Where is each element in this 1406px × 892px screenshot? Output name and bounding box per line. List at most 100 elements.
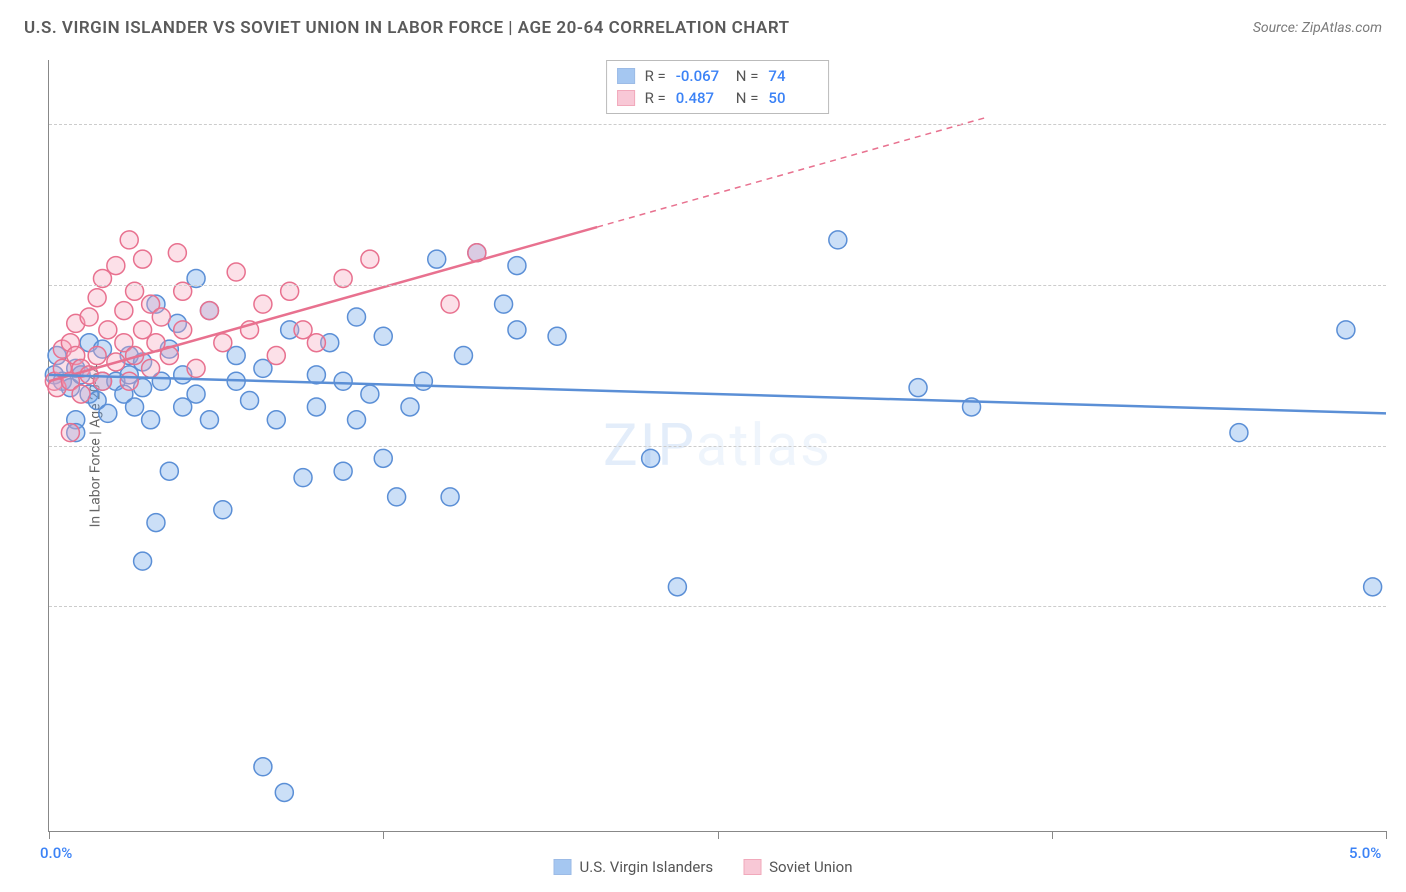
x-tick — [1386, 831, 1387, 839]
series-name-1: U.S. Virgin Islanders — [580, 858, 714, 876]
data-point — [508, 257, 526, 275]
data-point — [1230, 424, 1248, 442]
data-point — [134, 250, 152, 268]
legend-row-series-1: R = -0.067 N = 74 — [617, 65, 819, 87]
data-point — [642, 449, 660, 467]
data-point — [374, 327, 392, 345]
y-tick-label: 100.0% — [1394, 115, 1406, 133]
r-label: R = — [645, 67, 666, 85]
data-point — [187, 359, 205, 377]
data-point — [334, 462, 352, 480]
legend-item-2: Soviet Union — [743, 858, 852, 876]
data-point — [348, 411, 366, 429]
series-legend: U.S. Virgin Islanders Soviet Union — [554, 858, 853, 876]
data-point — [142, 359, 160, 377]
x-tick — [383, 831, 384, 839]
y-tick-label: 75.0% — [1394, 437, 1406, 455]
r-value-2: 0.487 — [676, 89, 726, 107]
series-name-2: Soviet Union — [769, 858, 852, 876]
y-tick-label: 87.5% — [1394, 276, 1406, 294]
data-point — [668, 578, 686, 596]
y-tick-label: 62.5% — [1394, 597, 1406, 615]
data-point — [174, 321, 192, 339]
x-tick — [1052, 831, 1053, 839]
data-point — [508, 321, 526, 339]
gridline — [49, 285, 1386, 286]
data-point — [275, 783, 293, 801]
chart-plot-area: ZIPatlas R = -0.067 N = 74 R = 0.487 N =… — [48, 60, 1386, 832]
data-point — [829, 231, 847, 249]
data-point — [72, 385, 90, 403]
gridline — [49, 446, 1386, 447]
data-point — [80, 308, 98, 326]
r-label-2: R = — [645, 89, 666, 107]
data-point — [267, 347, 285, 365]
data-point — [99, 404, 117, 422]
data-point — [454, 347, 472, 365]
data-point — [99, 321, 117, 339]
x-tick — [718, 831, 719, 839]
data-point — [909, 379, 927, 397]
data-point — [214, 501, 232, 519]
correlation-legend: R = -0.067 N = 74 R = 0.487 N = 50 — [606, 60, 830, 114]
data-point — [160, 462, 178, 480]
data-point — [495, 295, 513, 313]
gridline — [49, 606, 1386, 607]
data-point — [147, 514, 165, 532]
data-point — [548, 327, 566, 345]
x-tick — [49, 831, 50, 839]
n-label-2: N = — [736, 89, 759, 107]
data-point — [361, 250, 379, 268]
data-point — [61, 424, 79, 442]
data-point — [134, 552, 152, 570]
n-label: N = — [736, 67, 759, 85]
data-point — [126, 398, 144, 416]
data-point — [200, 411, 218, 429]
legend-item-1: U.S. Virgin Islanders — [554, 858, 714, 876]
data-point — [441, 488, 459, 506]
data-point — [1337, 321, 1355, 339]
data-point — [361, 385, 379, 403]
legend-row-series-2: R = 0.487 N = 50 — [617, 87, 819, 109]
data-point — [168, 244, 186, 262]
data-point — [115, 302, 133, 320]
legend-swatch-2 — [743, 859, 761, 875]
data-point — [152, 308, 170, 326]
x-tick-right: 5.0% — [1349, 844, 1381, 862]
data-point — [142, 411, 160, 429]
chart-title: U.S. VIRGIN ISLANDER VS SOVIET UNION IN … — [24, 18, 790, 38]
data-point — [348, 308, 366, 326]
data-point — [120, 372, 138, 390]
data-point — [374, 449, 392, 467]
legend-swatch-blue — [617, 68, 635, 84]
n-value-2: 50 — [768, 89, 818, 107]
data-point — [441, 295, 459, 313]
data-point — [200, 302, 218, 320]
data-point — [388, 488, 406, 506]
n-value-1: 74 — [768, 67, 818, 85]
data-point — [187, 385, 205, 403]
legend-swatch-pink — [617, 90, 635, 106]
data-point — [334, 372, 352, 390]
data-point — [254, 758, 272, 776]
trend-line — [49, 227, 597, 381]
data-point — [267, 411, 285, 429]
data-point — [254, 295, 272, 313]
data-point — [88, 347, 106, 365]
data-point — [88, 289, 106, 307]
r-value-1: -0.067 — [676, 67, 726, 85]
data-point — [414, 372, 432, 390]
data-point — [120, 231, 138, 249]
data-point — [1364, 578, 1382, 596]
data-point — [241, 392, 259, 410]
legend-swatch-1 — [554, 859, 572, 875]
data-point — [294, 469, 312, 487]
source-attribution: Source: ZipAtlas.com — [1253, 20, 1382, 36]
x-tick-left: 0.0% — [40, 844, 72, 862]
data-point — [214, 334, 232, 352]
gridline — [49, 124, 1386, 125]
data-point — [107, 257, 125, 275]
data-point — [307, 398, 325, 416]
data-point — [428, 250, 446, 268]
trend-line-extrapolated — [597, 118, 985, 227]
